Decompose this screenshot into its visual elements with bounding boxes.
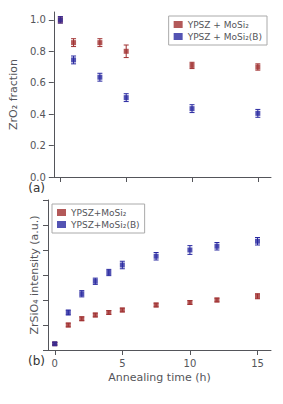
svg-text:10: 10 (184, 358, 197, 369)
svg-text:Annealing time (h): Annealing time (h) (108, 371, 210, 384)
svg-text:YPSZ+MoSi₂(B): YPSZ+MoSi₂(B) (70, 220, 140, 230)
svg-text:0.4: 0.4 (30, 109, 46, 120)
svg-text:0.0: 0.0 (30, 172, 46, 183)
svg-text:(b): (b) (28, 354, 45, 368)
svg-text:15: 15 (251, 358, 264, 369)
svg-text:YPSZ + MoSi₂(B): YPSZ + MoSi₂(B) (187, 32, 262, 42)
svg-text:1.0: 1.0 (30, 14, 46, 25)
svg-text:5: 5 (119, 358, 125, 369)
svg-text:ZrSiO₄ intensity (a.u.): ZrSiO₄ intensity (a.u.) (28, 215, 41, 334)
svg-text:YPSZ+MoSi₂: YPSZ+MoSi₂ (70, 208, 127, 218)
svg-text:0.6: 0.6 (30, 77, 46, 88)
svg-text:0.8: 0.8 (30, 46, 46, 57)
svg-text:ZrO₂ fraction: ZrO₂ fraction (7, 59, 20, 130)
svg-text:0.2: 0.2 (30, 140, 46, 151)
svg-text:(a): (a) (28, 181, 45, 195)
svg-text:0: 0 (52, 358, 58, 369)
svg-text:YPSZ + MoSi₂: YPSZ + MoSi₂ (187, 20, 250, 30)
